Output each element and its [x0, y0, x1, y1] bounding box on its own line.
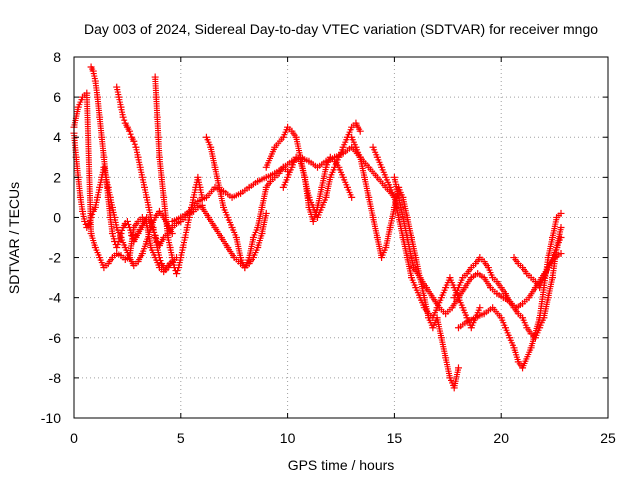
series-sat-h: [198, 203, 270, 272]
series-sat-p: [510, 234, 565, 292]
series-sat-c: [70, 129, 176, 270]
data-point-dense: [110, 233, 117, 240]
chart-title: Day 003 of 2024, Sidereal Day-to-day VTE…: [84, 21, 598, 37]
x-tick-label: 20: [493, 430, 509, 446]
x-tick-label: 15: [387, 430, 403, 446]
x-tick-label: 5: [177, 430, 185, 446]
data-point: [128, 231, 136, 239]
data-point: [262, 209, 270, 217]
data-point-dense: [174, 267, 181, 274]
y-tick-label: 2: [53, 169, 61, 185]
data-point: [356, 127, 364, 135]
x-tick-label: 0: [70, 430, 78, 446]
series-sat-k: [348, 133, 462, 392]
y-tick-label: -4: [49, 290, 62, 306]
data-point: [119, 113, 127, 121]
data-point: [557, 234, 565, 241]
series-sat-n: [450, 223, 565, 342]
data-point: [85, 219, 93, 227]
y-tick-label: -8: [49, 370, 62, 386]
y-tick-label: 6: [53, 89, 61, 105]
data-point-dense: [89, 211, 96, 218]
y-tick-label: -10: [41, 410, 61, 426]
series-sat-l: [369, 143, 484, 332]
data-point-dense: [110, 235, 117, 242]
y-tick-label: -6: [49, 330, 62, 346]
data-point: [81, 217, 89, 225]
y-tick-label: 8: [53, 49, 61, 65]
data-point-dense: [121, 117, 128, 124]
data-point-dense: [127, 131, 134, 138]
data-point-dense: [127, 229, 134, 236]
y-tick-label: -2: [49, 250, 62, 266]
data-points: [70, 63, 565, 392]
x-axis-label: GPS time / hours: [288, 457, 395, 473]
data-point: [454, 364, 462, 372]
series-sat-f: [202, 133, 292, 272]
x-tick-label: 25: [600, 430, 616, 446]
data-point-dense: [87, 217, 94, 224]
data-point: [348, 193, 356, 201]
data-point: [87, 213, 95, 221]
x-tick-label: 10: [280, 430, 296, 446]
data-point: [113, 244, 121, 252]
y-axis-label: SDTVAR / TECUs: [6, 182, 22, 294]
data-point-dense: [157, 257, 164, 264]
data-point: [173, 270, 181, 278]
data-point: [557, 209, 565, 217]
data-point: [126, 127, 134, 135]
data-point: [476, 304, 484, 312]
data-point-dense: [125, 221, 132, 228]
data-point: [130, 137, 138, 145]
data-point: [166, 260, 174, 268]
y-tick-label: 4: [53, 129, 61, 145]
data-point-dense: [114, 241, 121, 248]
series-sat-d: [113, 83, 174, 274]
data-point-dense: [127, 227, 134, 234]
axis-ticks: 0 5 10 15 20 25 -10 -8 -6 -4 -2 0 2 4 6 8: [41, 49, 616, 446]
y-tick-label: 0: [53, 209, 61, 225]
series-sat-o: [454, 209, 565, 372]
data-point: [557, 223, 565, 231]
data-point: [123, 217, 131, 225]
data-point-dense: [131, 141, 138, 148]
data-point: [155, 254, 163, 262]
data-point: [557, 250, 565, 258]
series-sat-j: [279, 153, 356, 225]
plot-frame: [73, 56, 609, 419]
